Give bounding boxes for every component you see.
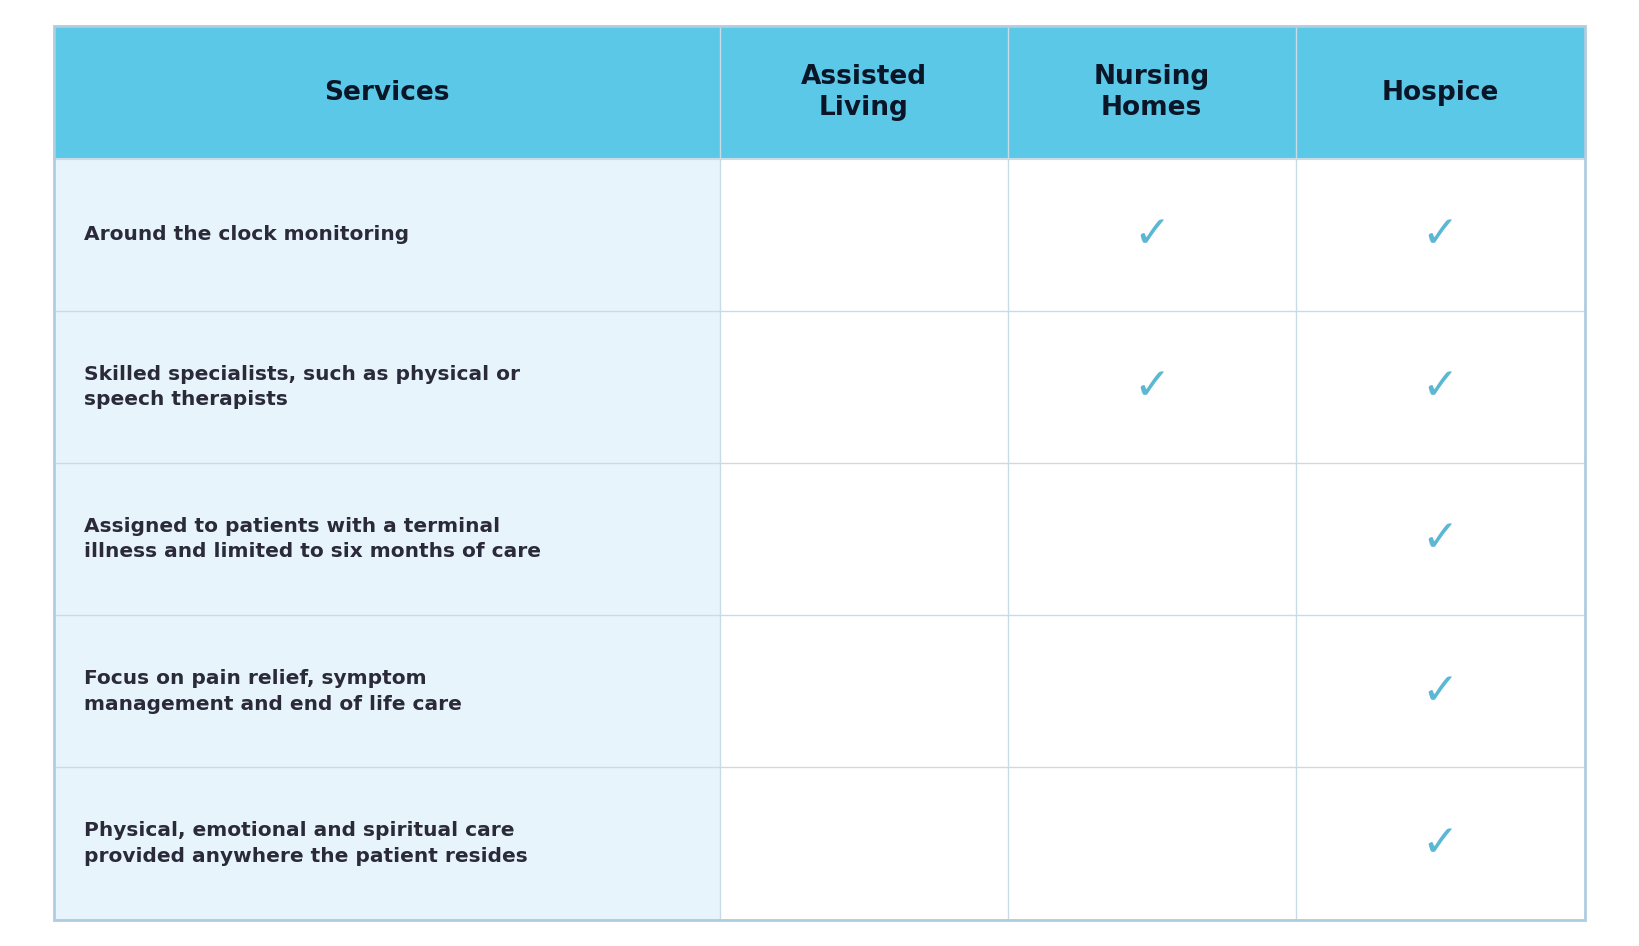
Text: Services: Services [325, 79, 449, 106]
Text: ✓: ✓ [1133, 365, 1170, 409]
Bar [1008, 463, 1295, 615]
Bar [720, 767, 1008, 920]
Bar [1295, 615, 1585, 767]
Text: Physical, emotional and spiritual care
provided anywhere the patient resides: Physical, emotional and spiritual care p… [84, 821, 528, 866]
Bar [720, 615, 1008, 767]
Bar [54, 463, 720, 615]
Text: Assigned to patients with a terminal
illness and limited to six months of care: Assigned to patients with a terminal ill… [84, 517, 541, 562]
Text: ✓: ✓ [1421, 213, 1459, 256]
Bar [720, 463, 1008, 615]
Text: Around the clock monitoring: Around the clock monitoring [84, 225, 408, 244]
Bar [720, 159, 1008, 311]
Text: ✓: ✓ [1133, 213, 1170, 256]
Bar [1295, 159, 1585, 311]
Bar [1295, 463, 1585, 615]
Bar [54, 767, 720, 920]
Bar [1008, 767, 1295, 920]
Bar [720, 311, 1008, 463]
Text: Skilled specialists, such as physical or
speech therapists: Skilled specialists, such as physical or… [84, 364, 520, 410]
Text: Nursing
Homes: Nursing Homes [1093, 64, 1210, 121]
Text: Assisted
Living: Assisted Living [801, 64, 928, 121]
Bar [1295, 311, 1585, 463]
Bar [1008, 159, 1295, 311]
Bar [54, 615, 720, 767]
Text: Focus on pain relief, symptom
management and end of life care: Focus on pain relief, symptom management… [84, 669, 462, 713]
Bar [1008, 311, 1295, 463]
Text: ✓: ✓ [1421, 822, 1459, 865]
Bar [54, 26, 1585, 159]
Text: ✓: ✓ [1421, 365, 1459, 409]
Bar [1295, 767, 1585, 920]
Bar [1008, 615, 1295, 767]
Text: Hospice: Hospice [1382, 79, 1500, 106]
Text: ✓: ✓ [1421, 670, 1459, 712]
Text: ✓: ✓ [1421, 517, 1459, 561]
Bar [54, 311, 720, 463]
Bar [54, 159, 720, 311]
